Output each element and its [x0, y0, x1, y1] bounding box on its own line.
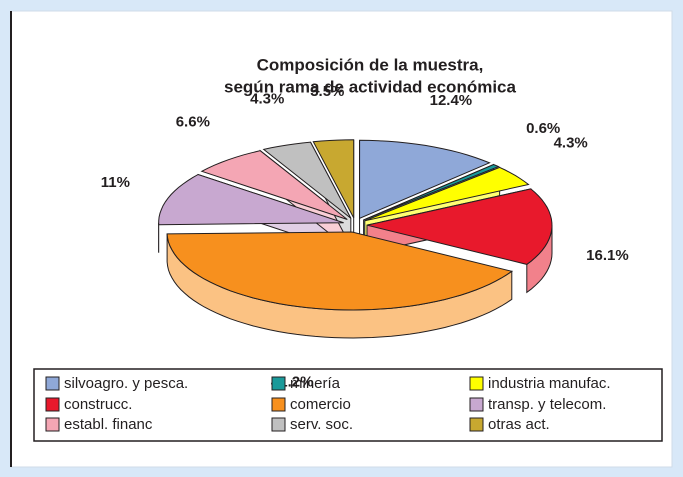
value-label: 16.1%	[586, 247, 629, 264]
legend-box	[33, 368, 663, 442]
legend-label: comercio	[290, 396, 351, 413]
value-label: 3.5%	[310, 83, 344, 100]
slice	[158, 173, 344, 226]
slice	[166, 231, 514, 311]
legend-swatch	[45, 376, 60, 391]
value-label: 4.3%	[554, 134, 588, 151]
legend-swatch	[45, 417, 60, 432]
value-label: 6.6%	[176, 113, 210, 130]
slice	[363, 163, 500, 221]
legend-swatch	[469, 417, 484, 432]
value-label: 4.3%	[250, 90, 284, 107]
legend-label: construcc.	[64, 396, 132, 413]
legend-label: industria manufac.	[488, 375, 611, 392]
legend-label: otras act.	[488, 416, 550, 433]
legend-label: minería	[290, 375, 341, 392]
legend-label: transp. y telecom.	[488, 396, 606, 413]
slice	[364, 166, 530, 222]
legend-label: serv. soc.	[290, 416, 353, 433]
legend-swatch	[469, 397, 484, 412]
chart-title: Composición de la muestra,	[257, 55, 484, 74]
slice	[312, 139, 355, 219]
legend-swatch	[271, 376, 286, 391]
value-label: 0.6%	[526, 120, 560, 137]
legend-label: silvoagro. y pesca.	[64, 375, 188, 392]
value-label: 12.4%	[430, 92, 473, 109]
legend-swatch	[469, 376, 484, 391]
legend-swatch	[271, 417, 286, 432]
slice	[200, 150, 348, 220]
slice	[262, 141, 352, 219]
chart-title: según rama de actividad económica	[224, 77, 516, 96]
value-label: 11%	[101, 174, 130, 191]
legend-label: establ. financ	[64, 416, 153, 433]
legend-swatch	[45, 397, 60, 412]
slice	[366, 188, 553, 265]
legend-swatch	[271, 397, 286, 412]
slice	[359, 139, 491, 220]
